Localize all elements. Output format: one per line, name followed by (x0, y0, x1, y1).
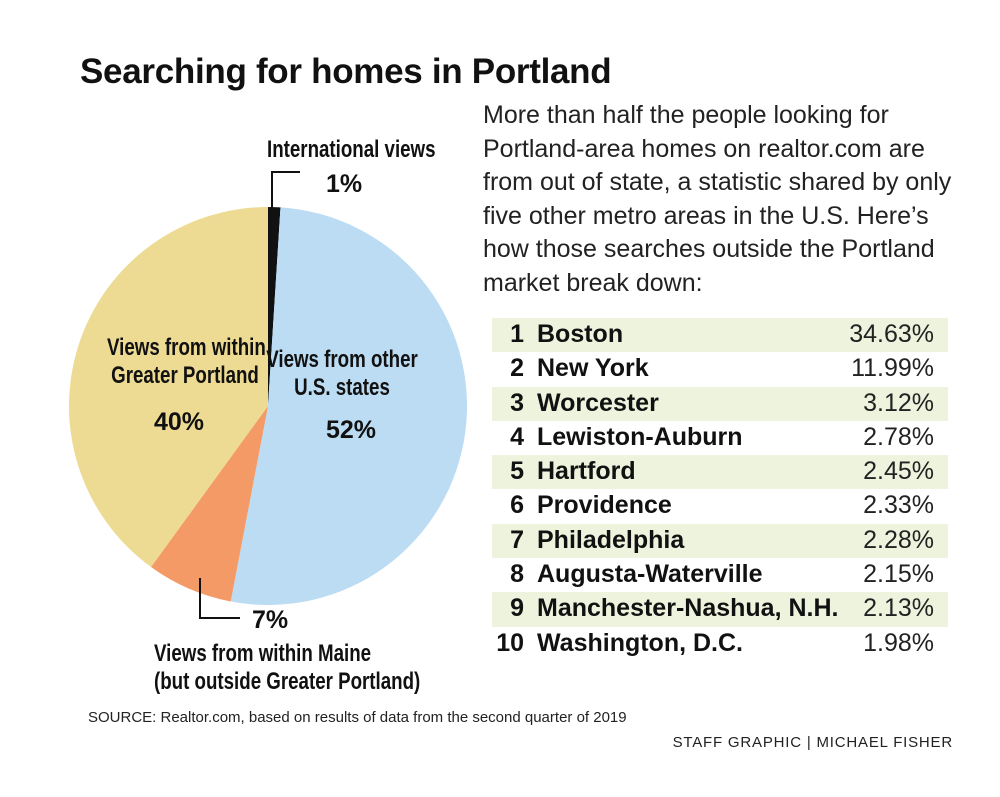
table-row: 8 Augusta-Waterville 2.15% (492, 558, 948, 592)
table-row: 3 Worcester 3.12% (492, 386, 948, 421)
rank-cell: 2 (510, 354, 524, 383)
leader-line-international (271, 171, 300, 208)
rank-cell: 3 (510, 388, 524, 417)
city-cell: Worcester (537, 388, 659, 417)
metro-table: 1 Boston 34.63% 2 New York 11.99% 3 Worcester 3.… (492, 318, 948, 661)
pie-slice-1 (230, 207, 468, 606)
pct-international: 1% (326, 170, 363, 198)
intro-text: More than half the people looking for Po… (483, 101, 952, 297)
table-row: 4 Lewiston-Auburn 2.78% (492, 421, 948, 455)
city-cell: Lewiston-Auburn (537, 422, 743, 451)
credit: STAFF GRAPHIC | MICHAEL FISHER (672, 734, 953, 751)
source-note: SOURCE: Realtor.com, based on results of… (88, 709, 627, 726)
city-cell: Philadelphia (537, 525, 685, 554)
value-cell: 2.28% (863, 525, 934, 554)
rank-cell: 1 (510, 320, 524, 348)
city-cell: Manchester-Nashua, N.H. (537, 594, 839, 623)
pie-slice-2 (151, 406, 268, 602)
table-row: 1 Boston 34.63% (492, 318, 948, 353)
table-row: 5 Hartford 2.45% (492, 455, 948, 490)
pct-maine: 7% (252, 606, 289, 634)
table-row: 10 Washington, D.C. 1.98% (492, 627, 948, 661)
label-line: Greater Portland (111, 362, 259, 389)
label-other-states: Views from other U.S. states (264, 346, 420, 402)
value-cell: 1.98% (863, 628, 934, 657)
leader-line-maine (199, 578, 240, 619)
value-cell: 2.78% (863, 422, 934, 451)
label-line: Views from other (266, 346, 418, 373)
pct-greater-portland: 40% (154, 408, 205, 436)
rank-cell: 6 (510, 491, 524, 520)
table-row: 6 Providence 2.33% (492, 489, 948, 523)
value-cell: 2.45% (863, 457, 934, 486)
city-cell: Washington, D.C. (537, 628, 743, 657)
rank-cell: 4 (510, 422, 524, 451)
value-cell: 2.33% (863, 491, 934, 520)
value-cell: 11.99% (851, 354, 934, 383)
label-line: (but outside Greater Portland) (154, 668, 421, 695)
pie-slice-0 (268, 207, 281, 406)
chart-title: Searching for homes in Portland (80, 52, 612, 91)
label-line: U.S. states (294, 374, 390, 401)
rank-cell: 10 (496, 628, 524, 657)
rank-cell: 9 (510, 594, 524, 623)
label-maine: Views from within Maine (but outside Gre… (154, 640, 420, 696)
value-cell: 34.63% (849, 320, 934, 348)
rank-cell: 7 (510, 525, 524, 554)
city-cell: Hartford (537, 457, 636, 486)
rank-cell: 8 (510, 560, 524, 589)
city-cell: Boston (537, 320, 624, 348)
value-cell: 2.13% (863, 594, 934, 623)
city-cell: Providence (537, 491, 672, 520)
label-line: Views from within Maine (154, 640, 372, 667)
label-greater-portland: Views from within Greater Portland (107, 334, 266, 390)
value-cell: 3.12% (863, 388, 934, 417)
table-row: 9 Manchester-Nashua, N.H. 2.13% (492, 592, 948, 627)
city-cell: New York (537, 354, 649, 383)
table-row: 7 Philadelphia 2.28% (492, 523, 948, 559)
pie-slice-3 (68, 207, 268, 567)
rank-cell: 5 (510, 457, 524, 486)
label-international: International views (267, 136, 436, 163)
label-line: Views from within (107, 334, 266, 361)
table-row: 2 New York 11.99% (492, 352, 948, 386)
pct-other-states: 52% (326, 416, 377, 444)
pie-chart (68, 171, 468, 619)
value-cell: 2.15% (863, 560, 934, 589)
city-cell: Augusta-Waterville (537, 560, 763, 589)
